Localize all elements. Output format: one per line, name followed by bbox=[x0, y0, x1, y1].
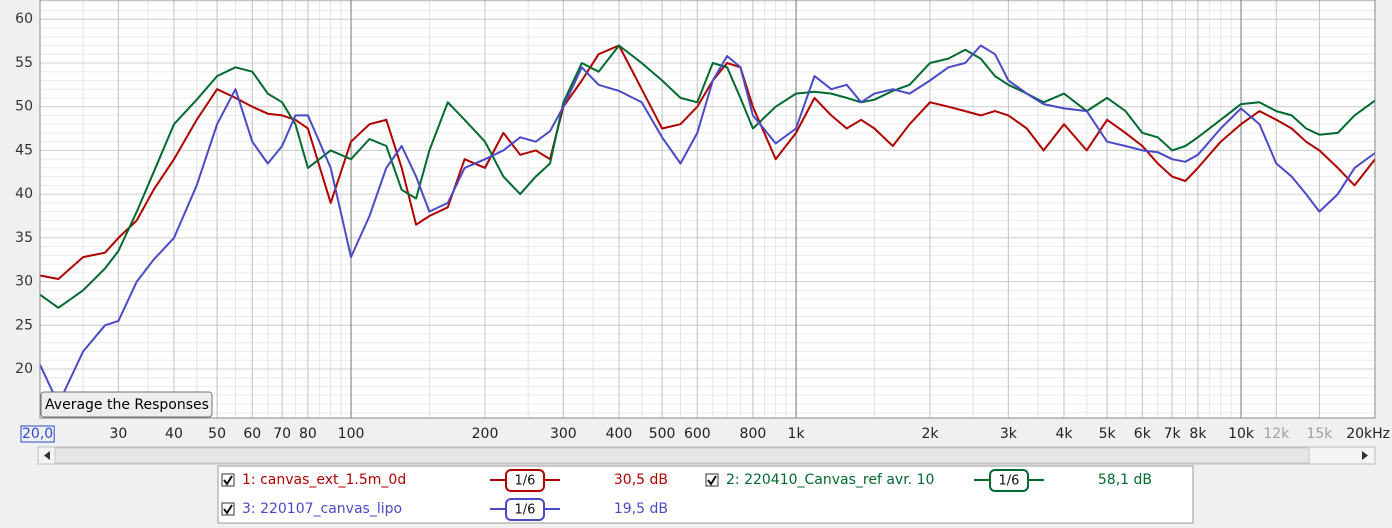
smoothing-box[interactable] bbox=[505, 469, 545, 492]
legend-label: 1: canvas_ext_1.5m_0d bbox=[242, 472, 406, 488]
x-tick-label: 8k bbox=[1189, 426, 1207, 442]
x-tick-label: 40 bbox=[165, 426, 183, 442]
legend-entry[interactable]: 3: 220107_canvas_lipo 1/6 19,5 dB bbox=[221, 498, 668, 521]
x-tick-label: 70 bbox=[273, 426, 291, 442]
x-tick-label: 200 bbox=[472, 426, 499, 442]
y-tick-label: 60 bbox=[15, 11, 33, 27]
legend-label: 2: 220410_Canvas_ref avr. 10 bbox=[726, 472, 934, 488]
x-tick-label: 800 bbox=[740, 426, 767, 442]
smoothing-label[interactable]: 1/6 bbox=[515, 503, 536, 518]
response-curve bbox=[39, 44, 1376, 280]
level-label: 30,5 dB bbox=[614, 472, 668, 488]
y-tick-label: 30 bbox=[15, 274, 33, 290]
checkmark bbox=[707, 475, 717, 486]
x-tick-label: 50 bbox=[208, 426, 226, 442]
y-tick-label: 25 bbox=[15, 317, 33, 333]
y-tick-label: 40 bbox=[15, 186, 33, 202]
x-tick-label: 60 bbox=[243, 426, 261, 442]
level-label: 19,5 dB bbox=[614, 501, 668, 517]
x-tick-label: 20,0 bbox=[22, 426, 53, 442]
plot-area bbox=[40, 0, 1375, 418]
x-tick-label: 30 bbox=[109, 426, 127, 442]
smoothing-label[interactable]: 1/6 bbox=[515, 474, 536, 489]
x-tick-label: 20kHz bbox=[1346, 426, 1390, 442]
y-tick-label: 20 bbox=[15, 361, 33, 377]
x-tick-label: 5k bbox=[1099, 426, 1117, 442]
x-tick-label: 300 bbox=[550, 426, 577, 442]
x-start-box[interactable] bbox=[20, 425, 55, 443]
x-tick-label: 2k bbox=[921, 426, 939, 442]
response-curve bbox=[39, 44, 1376, 309]
x-tick-label: 15k bbox=[1306, 426, 1333, 442]
level-label: 58,1 dB bbox=[1098, 472, 1152, 488]
scroll-left-arrow[interactable] bbox=[44, 451, 50, 460]
legend-label: 3: 220107_canvas_lipo bbox=[242, 501, 402, 517]
legend-entry[interactable]: 1: canvas_ext_1.5m_0d 1/6 30,5 dB bbox=[221, 469, 668, 492]
x-tick-label: 12k bbox=[1263, 426, 1290, 442]
legend-entry[interactable]: 2: 220410_Canvas_ref avr. 10 1/6 58,1 dB bbox=[705, 469, 1152, 492]
y-tick-label: 55 bbox=[15, 55, 33, 71]
x-tick-label: 7k bbox=[1164, 426, 1182, 442]
x-tick-label: 80 bbox=[299, 426, 317, 442]
x-tick-label: 100 bbox=[338, 426, 365, 442]
response-curve bbox=[39, 44, 1376, 405]
checkmark bbox=[223, 475, 233, 486]
scrollbar[interactable] bbox=[37, 446, 1376, 465]
y-tick-label: 45 bbox=[15, 142, 33, 158]
x-tick-label: 1k bbox=[788, 426, 806, 442]
y-tick-label: 50 bbox=[15, 99, 33, 115]
scroll-thumb[interactable] bbox=[54, 447, 1310, 464]
button-label[interactable]: Average the Responses bbox=[45, 397, 209, 413]
scroll-right-arrow[interactable] bbox=[1362, 451, 1368, 460]
smoothing-box[interactable] bbox=[505, 498, 545, 521]
button-frame[interactable] bbox=[40, 391, 213, 418]
smoothing-box[interactable] bbox=[989, 469, 1029, 492]
x-tick-label: 400 bbox=[606, 426, 633, 442]
x-tick-label: 500 bbox=[649, 426, 676, 442]
average-button[interactable]: Average the Responses bbox=[40, 391, 213, 418]
x-tick-label: 4k bbox=[1055, 426, 1073, 442]
x-tick-label: 3k bbox=[1000, 426, 1018, 442]
x-tick-label: 10k bbox=[1228, 426, 1255, 442]
x-tick-label: 600 bbox=[684, 426, 711, 442]
smoothing-label[interactable]: 1/6 bbox=[999, 474, 1020, 489]
plot-border bbox=[39, 0, 1376, 419]
checkmark bbox=[223, 504, 233, 515]
y-tick-label: 35 bbox=[15, 230, 33, 246]
x-tick-label: 6k bbox=[1134, 426, 1152, 442]
